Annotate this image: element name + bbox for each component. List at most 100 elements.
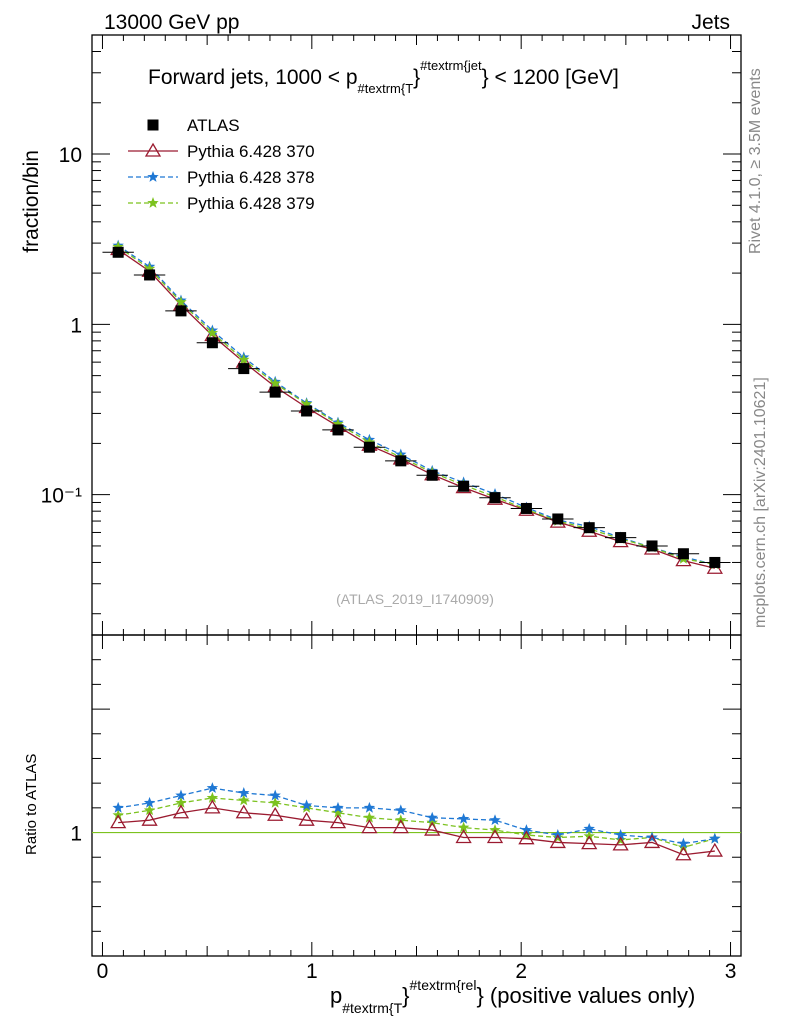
x-axis-label-sup: #textrm{rel — [410, 977, 477, 993]
plot-title-brace2: } — [482, 66, 489, 89]
ratio-line — [118, 807, 715, 856]
ratio-point — [643, 834, 661, 849]
data-point — [269, 377, 281, 389]
x-axis-label-sub: #textrm{T — [342, 1000, 402, 1016]
ratio-y-axis-label: Ratio to ATLAS — [23, 754, 40, 855]
data-point — [363, 441, 375, 453]
ratio-point — [110, 814, 127, 829]
ratio-point — [706, 842, 723, 857]
legend: ATLAS Pythia 6.428 370 Pythia 6.428 378 Pyt… — [128, 116, 315, 213]
ratio-point — [363, 811, 376, 823]
plot-title-sup: #textrm{jet — [420, 58, 482, 73]
data-point — [332, 418, 344, 429]
ratio-y-tick-label: 1 — [70, 823, 82, 846]
header-right: Jets — [691, 11, 730, 34]
plot-title-brace: } — [413, 66, 420, 89]
data-point — [238, 363, 250, 375]
data-point — [143, 262, 156, 274]
legend-label: Pythia 6.428 378 — [187, 168, 315, 187]
ratio-point — [112, 801, 124, 813]
x-tick-label: 3 — [725, 960, 737, 983]
ratio-point — [520, 829, 533, 840]
legend-label: Pythia 6.428 370 — [187, 142, 315, 161]
ratio-point — [172, 804, 190, 819]
ratio-point — [143, 804, 156, 816]
x-axis-label-tail: (positive values only) — [484, 983, 696, 1008]
data-point — [206, 337, 218, 349]
ratio-layer — [92, 782, 741, 861]
ratio-point — [269, 796, 281, 808]
data-point — [583, 522, 595, 534]
legend-marker — [147, 197, 159, 208]
ratio-point — [141, 811, 158, 826]
data-point — [426, 469, 438, 481]
y-tick-label: 1 — [70, 314, 82, 337]
legend-marker — [147, 119, 159, 131]
ratio-point — [267, 806, 284, 821]
ratio-point — [175, 796, 187, 808]
ratio-plot-frame — [91, 634, 742, 957]
ratio-point — [332, 801, 344, 813]
ratio-pythia-6-428-378 — [112, 782, 721, 849]
ratio-point — [677, 837, 690, 849]
plot-title-tail: < 1200 [GeV] — [489, 66, 619, 89]
ratio-point — [238, 787, 250, 798]
header-left: 13000 GeV pp — [104, 11, 239, 34]
y-tick-label: 10 — [59, 144, 82, 167]
data-point — [677, 548, 689, 560]
series-pythia-6-428-370 — [110, 241, 723, 574]
legend-entry: ATLAS — [147, 116, 240, 135]
x-tick-label: 0 — [97, 960, 109, 983]
data-point — [175, 305, 187, 317]
ratio-point — [206, 782, 219, 793]
ratio-point — [238, 794, 250, 806]
ratio-point — [395, 804, 407, 816]
ratio-point — [612, 836, 629, 851]
ratio-point — [143, 796, 156, 808]
data-point — [144, 269, 156, 281]
ratio-point — [426, 811, 438, 823]
data-point — [709, 556, 721, 568]
ratio-point — [329, 814, 347, 829]
ratio-point — [518, 830, 535, 845]
x-axis-label: p#textrm{T}#textrm{rel} (positive values… — [330, 977, 695, 1016]
ratio-point — [235, 804, 252, 819]
data-point — [552, 513, 564, 525]
ratio-point — [520, 824, 533, 835]
ratio-point — [614, 829, 627, 840]
data-point — [395, 455, 407, 467]
data-point — [301, 405, 313, 417]
data-point — [332, 424, 344, 436]
analysis-id: (ATLAS_2019_I1740909) — [336, 591, 494, 607]
ratio-point — [204, 799, 221, 814]
data-point — [206, 326, 219, 338]
data-point — [646, 540, 658, 552]
ratio-point — [455, 829, 472, 844]
ratio-point — [392, 819, 409, 834]
series-line — [117, 245, 715, 565]
ratio-point — [675, 846, 692, 861]
ratio-point — [424, 821, 441, 836]
legend-entry: Pythia 6.428 378 — [128, 168, 315, 187]
main-axis-ticks: 10 1 10⁻¹ — [41, 34, 741, 635]
series-atlas — [102, 246, 731, 568]
series-line — [117, 246, 715, 565]
plot-title-sub: #textrm{T — [358, 81, 414, 96]
series-pythia-6-428-378 — [112, 239, 721, 570]
ratio-point — [486, 829, 504, 844]
y-axis-label: fraction/bin — [20, 150, 43, 253]
ratio-axis-ticks: 0 1 2 3 1 — [70, 634, 741, 983]
ratio-point — [300, 799, 313, 811]
legend-marker — [144, 142, 162, 157]
ratio-point — [361, 819, 378, 834]
ratio-point — [206, 791, 219, 803]
ratio-point — [614, 833, 627, 845]
ratio-point — [269, 789, 281, 801]
legend-label: ATLAS — [187, 116, 240, 135]
mcplots-label: mcplots.cern.ch [arXiv:2401.10621] — [752, 377, 769, 628]
ratio-point — [332, 806, 344, 818]
rivet-label: Rivet 4.1.0, ≥ 3.5M events — [747, 68, 764, 254]
y-tick-label: 10⁻¹ — [41, 485, 82, 508]
ratio-point — [457, 812, 470, 824]
